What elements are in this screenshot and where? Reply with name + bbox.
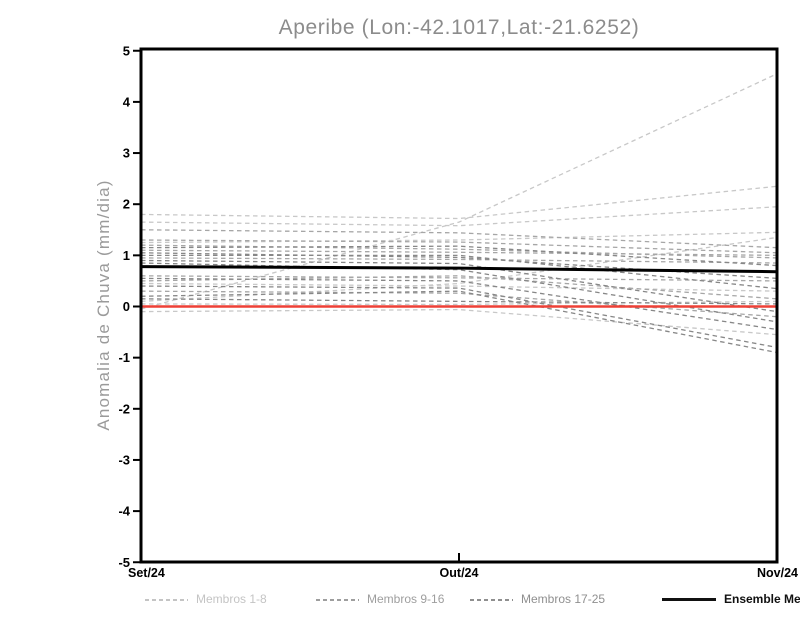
member-line bbox=[140, 239, 778, 254]
y-tick-label: 5 bbox=[123, 43, 130, 58]
member-line bbox=[140, 229, 778, 249]
member-line bbox=[140, 308, 778, 336]
legend-label-ensemble-mean: Ensemble Mean bbox=[724, 592, 800, 606]
member-line bbox=[140, 298, 778, 305]
member-line bbox=[140, 275, 778, 282]
member-line bbox=[140, 290, 778, 354]
member-line bbox=[140, 259, 778, 313]
member-line bbox=[140, 262, 778, 323]
member-line bbox=[140, 290, 778, 318]
y-tick-label: -2 bbox=[118, 401, 130, 416]
member-line bbox=[140, 275, 778, 300]
y-tick-label: -4 bbox=[118, 504, 130, 519]
y-tick-label: -5 bbox=[118, 555, 130, 570]
member-line bbox=[141, 254, 778, 290]
member-line bbox=[140, 282, 778, 292]
chart-title: Aperibe (Lon:-42.1017,Lat:-21.6252) bbox=[278, 16, 640, 39]
y-tick-label: 4 bbox=[123, 94, 131, 109]
legend-label-membros-17-25: Membros 17-25 bbox=[521, 592, 606, 606]
member-line bbox=[140, 206, 778, 227]
legend-label-membros-1-8: Membros 1-8 bbox=[196, 592, 267, 606]
member-line bbox=[140, 185, 778, 220]
member-line bbox=[140, 73, 778, 310]
member-line bbox=[140, 285, 778, 349]
member-line bbox=[140, 244, 778, 259]
ensemble-mean-line bbox=[140, 265, 778, 274]
member-line bbox=[140, 249, 778, 256]
x-tick-label: Set/24 bbox=[128, 566, 165, 580]
chart-legend: Membros 1-8 Membros 9-16 Membros 17-25 E… bbox=[0, 590, 800, 612]
legend-sample-membros-1-8 bbox=[145, 599, 188, 601]
legend-sample-membros-17-25 bbox=[470, 599, 513, 601]
member-line bbox=[140, 257, 778, 264]
y-tick-label: 3 bbox=[123, 146, 130, 161]
member-line bbox=[140, 231, 778, 244]
y-tick-label: -1 bbox=[118, 350, 130, 365]
member-line bbox=[140, 277, 778, 331]
y-tick-label: 1 bbox=[123, 248, 130, 263]
legend-label-membros-9-16: Membros 9-16 bbox=[367, 592, 445, 606]
y-tick-label: 2 bbox=[123, 197, 130, 212]
y-tick-label: 0 bbox=[123, 299, 130, 314]
x-tick-label: Nov/24 bbox=[757, 566, 798, 580]
legend-sample-membros-9-16 bbox=[316, 599, 359, 601]
member-line bbox=[140, 300, 778, 306]
member-line bbox=[140, 245, 778, 267]
y-tick-label: -3 bbox=[118, 452, 130, 467]
member-line bbox=[140, 236, 778, 303]
legend-sample-ensemble-mean bbox=[662, 598, 716, 601]
x-tick-label: Out/24 bbox=[440, 566, 479, 580]
